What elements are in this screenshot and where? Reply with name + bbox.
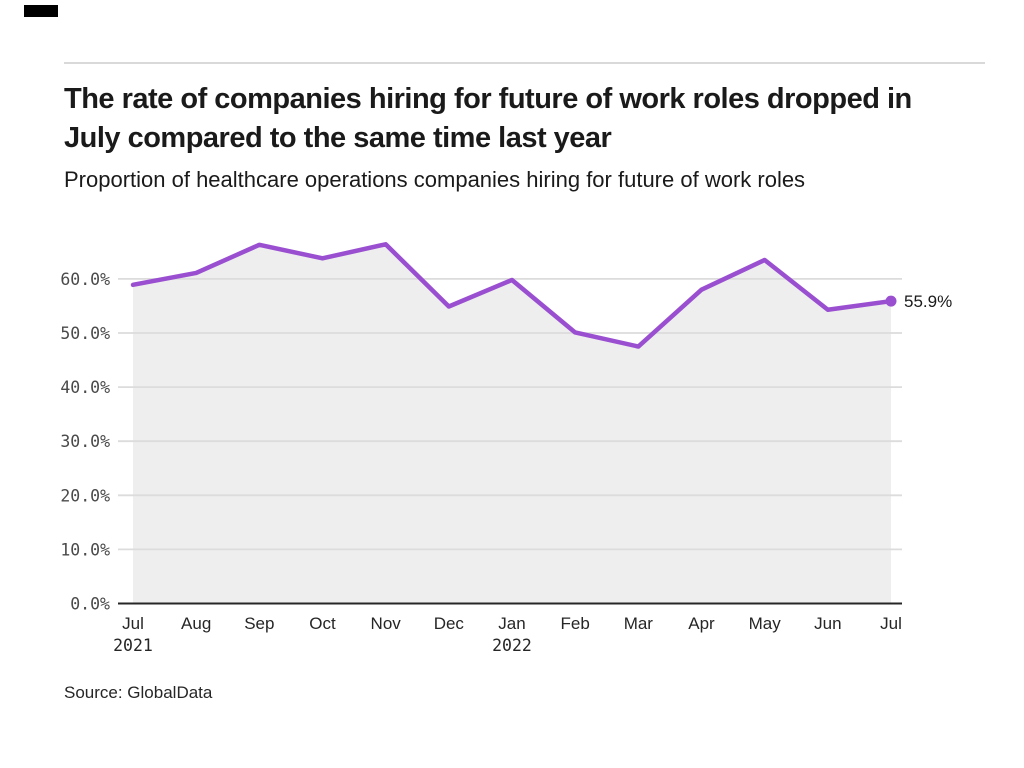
x-tick-label: Sep <box>244 614 274 633</box>
x-tick-label: Jul <box>122 614 144 633</box>
source-note: Source: GlobalData <box>64 683 213 702</box>
header-divider <box>64 62 985 64</box>
y-tick-label: 50.0% <box>60 324 110 343</box>
x-tick-label: Jul <box>880 614 902 633</box>
x-tick-label: Dec <box>434 614 465 633</box>
x-tick-label: Jan <box>498 614 525 633</box>
y-tick-label: 40.0% <box>60 378 110 397</box>
x-tick-year-label: 2021 <box>113 636 153 655</box>
x-tick-label: Mar <box>624 614 654 633</box>
y-tick-label: 10.0% <box>60 540 110 559</box>
chart-subtitle: Proportion of healthcare operations comp… <box>64 167 806 192</box>
x-tick-label: Jun <box>814 614 841 633</box>
x-tick-label: Nov <box>371 614 402 633</box>
x-tick-label: Aug <box>181 614 211 633</box>
y-tick-label: 0.0% <box>70 595 110 614</box>
brand-accent-bar <box>24 5 58 17</box>
y-tick-label: 20.0% <box>60 486 110 505</box>
chart-title: The rate of companies hiring for future … <box>64 83 912 154</box>
x-tick-label: May <box>749 614 782 633</box>
end-point-dot <box>885 295 897 307</box>
y-tick-label: 30.0% <box>60 432 110 451</box>
x-tick-label: Feb <box>561 614 590 633</box>
y-tick-label: 60.0% <box>60 270 110 289</box>
x-tick-year-label: 2022 <box>492 636 532 655</box>
area-fill <box>133 244 891 604</box>
x-tick-label: Apr <box>688 614 715 633</box>
x-tick-label: Oct <box>309 614 336 633</box>
trend-line <box>130 242 894 349</box>
end-value-label: 55.9% <box>904 292 952 311</box>
